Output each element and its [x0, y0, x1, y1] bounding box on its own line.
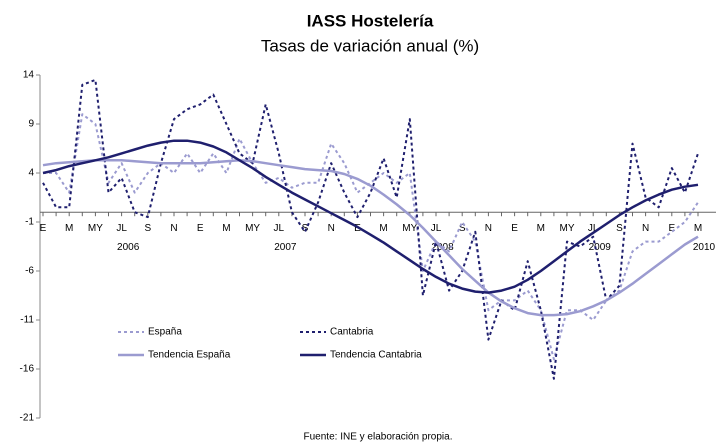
legend-label: España: [148, 327, 182, 338]
y-tick-label: -6: [25, 266, 34, 277]
legend-label: Tendencia España: [148, 350, 231, 361]
x-tick-label: MY: [245, 223, 260, 234]
x-tick-label: N: [328, 223, 335, 234]
x-tick-label: M: [694, 223, 702, 234]
series-line: [42, 78, 699, 380]
x-tick-label: M: [537, 223, 545, 234]
source-note: Fuente: INE y elaboración propia.: [304, 432, 453, 443]
series-line: [42, 159, 699, 317]
x-tick-label: M: [379, 223, 387, 234]
x-tick-label: JL: [431, 223, 442, 234]
year-label: 2007: [274, 242, 297, 253]
year-label: 2009: [589, 242, 612, 253]
x-tick-label: M: [65, 223, 73, 234]
x-tick-label: S: [144, 223, 151, 234]
y-tick-label: -16: [20, 364, 35, 375]
chart-title: IASS Hostelería: [307, 11, 434, 30]
series-line: [43, 113, 699, 361]
year-label: 2010: [693, 242, 716, 253]
x-tick-label: MY: [402, 223, 417, 234]
x-tick-label: MY: [560, 223, 575, 234]
y-tick-label: -21: [20, 413, 35, 424]
x-tick-label: E: [668, 223, 675, 234]
x-tick-label: S: [302, 223, 309, 234]
x-tick-label: JL: [116, 223, 127, 234]
x-tick-label: E: [511, 223, 518, 234]
y-tick-label: 14: [23, 70, 35, 81]
year-label: 2006: [117, 242, 140, 253]
y-tick-label: 9: [28, 119, 34, 130]
legend-label: Cantabria: [330, 327, 374, 338]
x-tick-label: N: [485, 223, 492, 234]
legend-label: Tendencia Cantabria: [330, 350, 422, 361]
y-tick-label: -11: [20, 315, 34, 326]
x-tick-label: MY: [88, 223, 103, 234]
x-tick-label: E: [197, 223, 204, 234]
y-tick-label: 4: [28, 168, 34, 179]
x-tick-label: S: [459, 223, 466, 234]
x-tick-label: M: [222, 223, 230, 234]
x-tick-label: E: [40, 223, 47, 234]
x-tick-label: JL: [274, 223, 285, 234]
x-tick-label: N: [642, 223, 649, 234]
x-tick-label: S: [616, 223, 623, 234]
x-tick-label: N: [170, 223, 177, 234]
series-line: [42, 139, 699, 294]
x-tick-label: JL: [588, 223, 599, 234]
y-tick-label: -1: [25, 217, 34, 228]
chart-subtitle: Tasas de variación anual (%): [261, 36, 479, 55]
